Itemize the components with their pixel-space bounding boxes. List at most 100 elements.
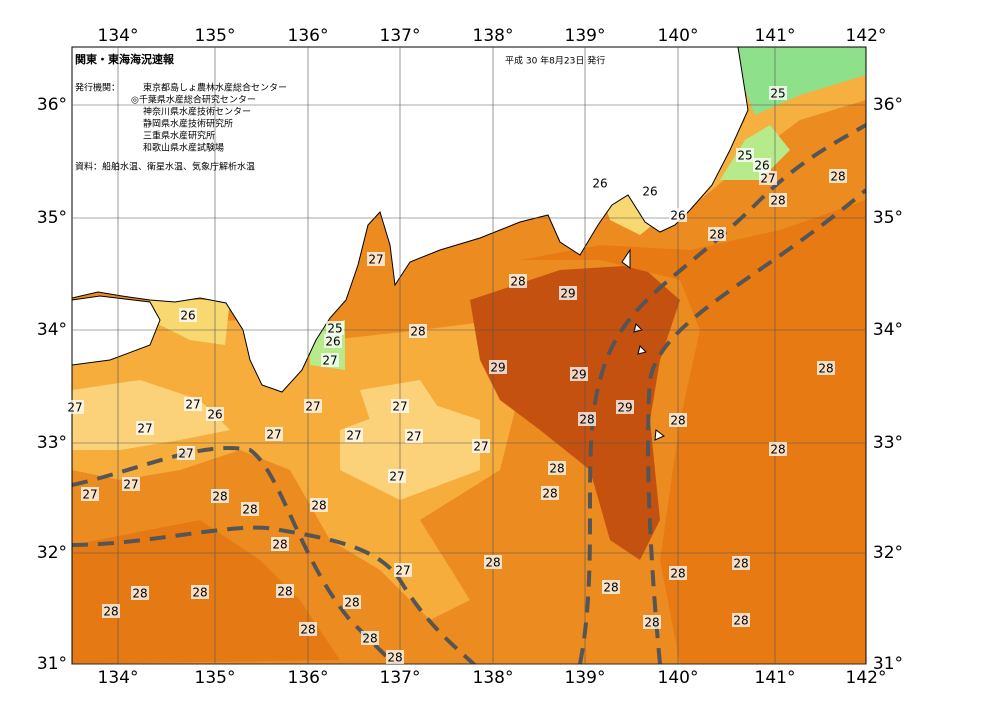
contour-label: 28 <box>300 623 315 637</box>
contour-label-bg <box>643 615 661 629</box>
longitude-label-top: 140° <box>658 26 699 46</box>
contour-label-bg <box>191 585 209 599</box>
issuers-label: 発行機関： <box>75 82 120 94</box>
contour-label-bg <box>310 498 328 512</box>
longitude-label-top: 141° <box>755 26 796 46</box>
latitude-label-left: 32° <box>37 543 67 563</box>
issuer: 三重県水産研究所 <box>143 130 215 142</box>
latitude-label-right: 32° <box>873 543 903 563</box>
longitude-label-top: 134° <box>98 26 139 46</box>
contour-label: 28 <box>542 487 557 501</box>
contour-label: 26 <box>642 185 657 199</box>
contour-label-bg <box>409 324 427 338</box>
contour-label-bg <box>391 399 409 413</box>
contour-label-bg <box>81 487 99 501</box>
longitude-label-bottom: 138° <box>473 668 514 688</box>
contour-label-bg <box>570 367 588 381</box>
contour-label: 26 <box>325 335 340 349</box>
latitude-label-right: 36° <box>873 95 903 115</box>
contour-label: 27 <box>82 488 97 502</box>
contour-label-bg <box>708 227 726 241</box>
contour-label: 27 <box>406 430 421 444</box>
latitude-label-left: 31° <box>37 654 67 674</box>
contour-label-bg <box>769 86 787 100</box>
contour-label-bg <box>829 169 847 183</box>
contour-label-bg <box>361 631 379 645</box>
contour-label: 28 <box>670 567 685 581</box>
contour-label: 27 <box>305 400 320 414</box>
contour-label: 28 <box>242 503 257 517</box>
contour-label: 27 <box>67 401 82 415</box>
contour-label-bg <box>489 360 507 374</box>
contour-label: 28 <box>770 443 785 457</box>
issuer: 静岡県水産技術研究所 <box>143 118 233 130</box>
contour-label-bg <box>241 502 259 516</box>
contour-label: 28 <box>212 490 227 504</box>
contour-label: 28 <box>709 228 724 242</box>
contour-label: 28 <box>132 587 147 601</box>
contour-label-bg <box>276 584 294 598</box>
longitude-label-bottom: 139° <box>565 668 606 688</box>
longitude-label-bottom: 142° <box>846 668 887 688</box>
longitude-label-top: 137° <box>380 26 421 46</box>
latitude-label-right: 31° <box>873 654 903 674</box>
longitude-label-bottom: 134° <box>98 668 139 688</box>
issuer: 神奈川県水産技術センター <box>143 106 251 118</box>
source: 資料：船舶水温、衛星水温、気象庁解析水温 <box>75 161 255 173</box>
contour-label: 27 <box>395 564 410 578</box>
sea-28-east <box>520 200 866 664</box>
contour-label: 28 <box>733 557 748 571</box>
longitude-label-bottom: 141° <box>755 668 796 688</box>
latitude-label-right: 35° <box>873 208 903 228</box>
latitude-label-left: 34° <box>37 320 67 340</box>
longitude-label-bottom: 137° <box>380 668 421 688</box>
contour-label: 27 <box>346 429 361 443</box>
longitude-label-top: 138° <box>473 26 514 46</box>
contour-label-bg <box>66 400 84 414</box>
issuer: ◎千葉県水産総合研究センター <box>131 94 256 106</box>
contour-label-bg <box>769 193 787 207</box>
contour-label-bg <box>343 595 361 609</box>
land <box>72 47 749 393</box>
contour-label-bg <box>732 556 750 570</box>
contour-label-bg <box>484 555 502 569</box>
contour-label-bg <box>367 252 385 266</box>
contour-label: 27 <box>178 447 193 461</box>
contour-label-bg <box>321 353 339 367</box>
longitude-label-top: 142° <box>846 26 887 46</box>
contour-label: 27 <box>368 253 383 267</box>
contour-label: 28 <box>103 605 118 619</box>
contour-label-bg <box>102 604 120 618</box>
contour-label: 28 <box>770 194 785 208</box>
grid <box>72 47 866 665</box>
contour-label: 25 <box>770 87 785 101</box>
contour-label: 28 <box>344 596 359 610</box>
contour-label-bg <box>541 486 559 500</box>
contour-label-bg <box>753 158 771 172</box>
contour-label: 28 <box>362 632 377 646</box>
contour-label-bg <box>732 613 750 627</box>
contour-label: 27 <box>137 422 152 436</box>
contour-label: 28 <box>830 170 845 184</box>
contour-label: 28 <box>277 585 292 599</box>
contour-label: 27 <box>760 172 775 186</box>
contour-label-bg <box>345 428 363 442</box>
contour-label: 27 <box>123 478 138 492</box>
contour-label-bg <box>388 469 406 483</box>
contour-label-bg <box>602 580 620 594</box>
issue-date: 平成 30 年8月23日 発行 <box>505 55 605 67</box>
contour-label-bg <box>179 308 197 322</box>
longitude-label-bottom: 136° <box>288 668 329 688</box>
latitude-label-left: 36° <box>37 95 67 115</box>
contour-label: 28 <box>733 614 748 628</box>
contour-label-bg <box>759 171 777 185</box>
contour-label-bg <box>177 446 195 460</box>
map-title: 関東・東海海況速報 <box>75 52 175 66</box>
contour-label: 28 <box>644 616 659 630</box>
contour-label: 26 <box>180 309 195 323</box>
contour-label-bg <box>641 184 659 198</box>
latitude-label-right: 33° <box>873 433 903 453</box>
sea-29 <box>470 265 680 560</box>
contour-label-bg <box>326 321 344 335</box>
